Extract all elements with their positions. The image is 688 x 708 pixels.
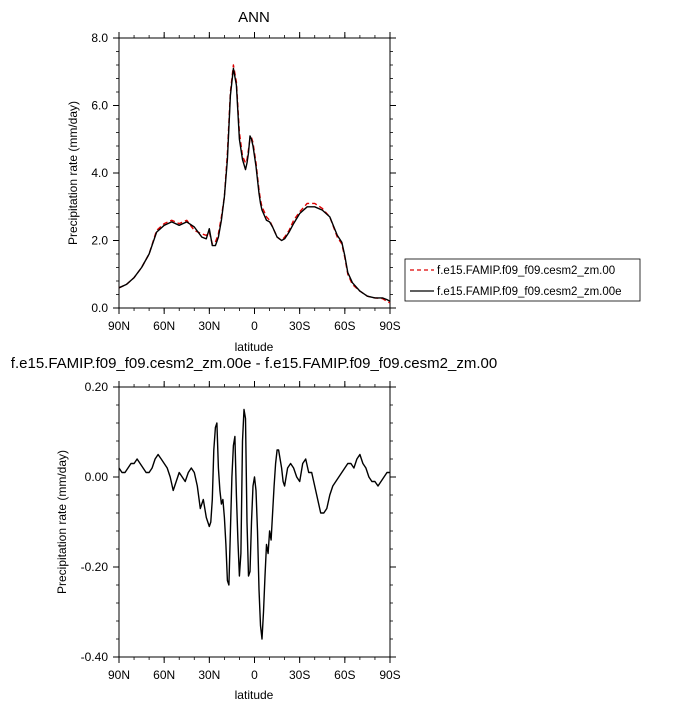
bottom-lines — [118, 408, 390, 640]
top-chart-title: ANN — [238, 9, 270, 26]
top-plot-frame — [118, 37, 391, 309]
top-series-line-2 — [118, 67, 391, 302]
bottom-x-tick-label: 60N — [153, 668, 175, 682]
bottom-series-line-1 — [118, 408, 390, 640]
top-x-tick-label: 90S — [379, 319, 400, 333]
bottom-x-tick-label: 0 — [251, 668, 258, 682]
bottom-y-tick-label: 0.20 — [85, 380, 109, 394]
legend-label-series-1: f.e15.FAMIP.f09_f09.cesm2_zm.00 — [437, 265, 615, 277]
bottom-x-tick-label: 90N — [108, 668, 130, 682]
legend-label-series-2: f.e15.FAMIP.f09_f09.cesm2_zm.00e — [437, 286, 622, 298]
legend: f.e15.FAMIP.f09_f09.cesm2_zm.00 f.e15.FA… — [404, 258, 641, 302]
top-y-axis-label: Precipitation rate (mm/day) — [66, 101, 80, 245]
top-x-axis-label: latitude — [235, 340, 274, 354]
bottom-chart-title: f.e15.FAMIP.f09_f09.cesm2_zm.00e - f.e15… — [11, 355, 497, 372]
bottom-ticks: 90N 60N 30N 0 30S 60S 90S -0.40 -0.20 0.00 0.20 — [81, 380, 401, 682]
top-x-tick-label: 90N — [108, 319, 130, 333]
bottom-y-tick-label: 0.00 — [85, 470, 109, 484]
bottom-y-tick-label: -0.20 — [81, 560, 109, 574]
bottom-y-tick-label: -0.40 — [81, 650, 109, 664]
top-y-tick-label: 8.0 — [91, 31, 108, 45]
top-y-tick-label: 4.0 — [91, 166, 108, 180]
top-panel: ANN 90N 60N 30N 0 30S 60S 90S 0.0 2.0 4.0 6.0 8.0 l… — [66, 9, 401, 354]
top-x-tick-label: 30S — [289, 319, 310, 333]
bottom-x-tick-label: 30S — [289, 668, 310, 682]
bottom-x-tick-label: 90S — [379, 668, 400, 682]
top-x-tick-label: 30N — [198, 319, 220, 333]
bottom-x-tick-label: 30N — [198, 668, 220, 682]
bottom-x-tick-label: 60S — [334, 668, 355, 682]
top-x-tick-label: 0 — [251, 319, 258, 333]
bottom-x-axis-label: latitude — [235, 688, 274, 702]
top-y-tick-label: 6.0 — [91, 99, 108, 113]
legend-box — [404, 258, 641, 302]
top-y-tick-label: 2.0 — [91, 234, 108, 248]
top-x-tick-label: 60S — [334, 319, 355, 333]
top-series-line-1 — [118, 64, 391, 304]
bottom-plot-frame — [118, 386, 391, 658]
top-lines — [118, 64, 391, 304]
bottom-panel: f.e15.FAMIP.f09_f09.cesm2_zm.00e - f.e15… — [11, 355, 497, 702]
top-y-tick-label: 0.0 — [91, 301, 108, 315]
bottom-y-axis-label: Precipitation rate (mm/day) — [55, 450, 69, 594]
top-ticks: 90N 60N 30N 0 30S 60S 90S 0.0 2.0 4.0 6.0 8.0 — [91, 31, 400, 333]
top-x-tick-label: 60N — [153, 319, 175, 333]
